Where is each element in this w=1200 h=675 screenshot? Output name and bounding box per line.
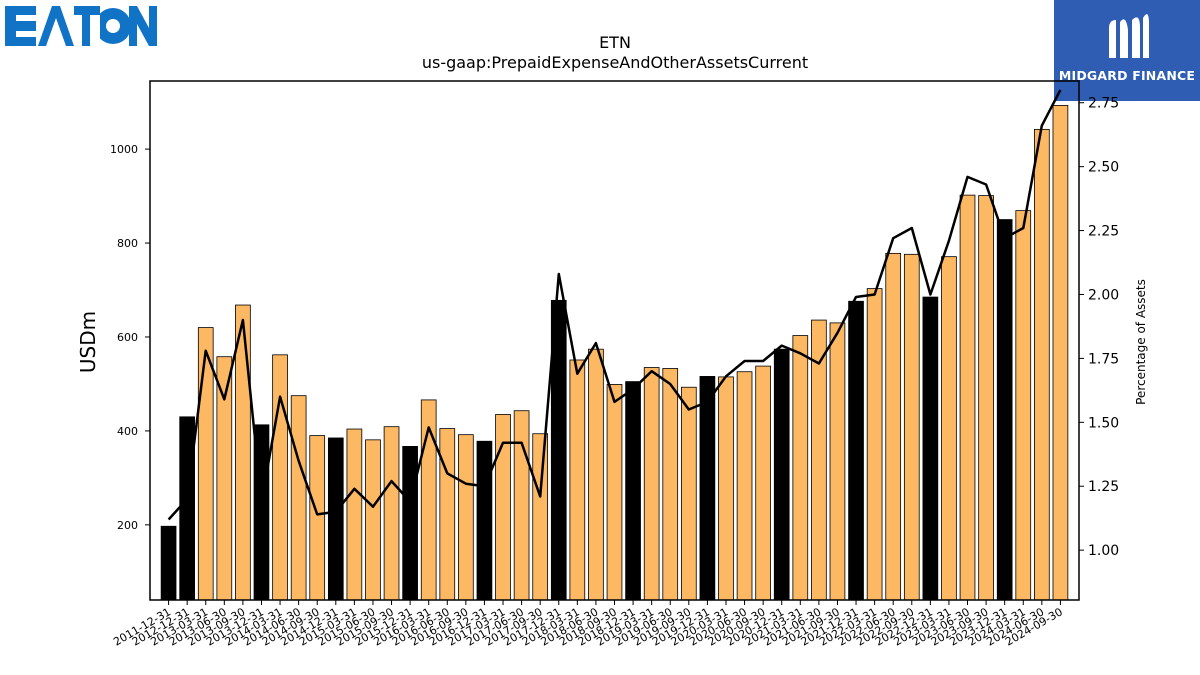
y-tick-label: 1000 bbox=[110, 143, 138, 156]
axes: 200 400 600 800 1000 1.00 1.25 1.50 1.75 2.00 2.25… bbox=[110, 80, 1119, 649]
bar-2023-06-30 bbox=[959, 194, 976, 601]
bar-2013-09-30 bbox=[235, 304, 251, 601]
bars bbox=[160, 105, 1069, 601]
y-tick-label: 600 bbox=[117, 331, 138, 344]
bar-2017-09-30 bbox=[532, 433, 549, 601]
bar-2021-03-31 bbox=[792, 335, 809, 601]
bar-2019-06-30 bbox=[662, 368, 679, 601]
bar-2020-03-31 bbox=[718, 376, 734, 601]
midgard-emblem-icon bbox=[1109, 14, 1149, 58]
bar-2012-12-31 bbox=[179, 416, 195, 601]
bar-2024-06-30 bbox=[1034, 128, 1050, 601]
bar-2023-12-31 bbox=[996, 219, 1013, 601]
bar-2024-09-30 bbox=[1052, 105, 1069, 601]
bar-2011-12-31 bbox=[160, 525, 177, 601]
bar-2017-06-30 bbox=[513, 410, 530, 601]
y2-tick-label: 1.25 bbox=[1088, 479, 1119, 495]
bar-2015-03-31 bbox=[346, 428, 363, 601]
publisher-name: MIDGARD FINANCE bbox=[1058, 68, 1196, 83]
bar-2013-03-31 bbox=[197, 327, 214, 601]
bar-2022-12-31 bbox=[922, 296, 939, 601]
bar-2024-03-31 bbox=[1015, 210, 1032, 601]
bar-2022-06-30 bbox=[885, 252, 902, 601]
bar-2022-03-31 bbox=[866, 288, 883, 601]
bar-2020-06-30 bbox=[736, 371, 753, 601]
bar-2015-12-31 bbox=[402, 446, 418, 601]
bar-2014-03-31 bbox=[272, 354, 288, 601]
chart-subtitle: us-gaap:PrepaidExpenseAndOtherAssetsCurr… bbox=[421, 53, 809, 72]
bar-2018-12-31 bbox=[625, 381, 641, 601]
bar-2022-09-30 bbox=[903, 253, 920, 601]
bar-2020-12-31 bbox=[773, 348, 790, 601]
y2-tick-label: 2.50 bbox=[1088, 160, 1119, 176]
bar-2021-12-31 bbox=[848, 300, 864, 601]
percentage-line bbox=[167, 89, 1062, 521]
y-tick-label: 400 bbox=[117, 425, 138, 438]
bar-2014-09-30 bbox=[309, 435, 326, 601]
bar-2023-09-30 bbox=[978, 195, 994, 601]
bar-2021-09-30 bbox=[829, 322, 846, 601]
bar-2016-09-30 bbox=[458, 434, 474, 601]
bar-2020-09-30 bbox=[755, 365, 771, 601]
chart-title: ETN bbox=[599, 33, 631, 52]
y2-tick-label: 2.75 bbox=[1088, 96, 1119, 112]
bar-2016-12-31 bbox=[476, 440, 493, 601]
bar-2018-06-30 bbox=[588, 348, 604, 601]
y2-tick-label: 2.00 bbox=[1088, 287, 1119, 303]
bar-2015-09-30 bbox=[383, 426, 400, 601]
bar-2019-12-31 bbox=[699, 376, 716, 601]
bar-2018-09-30 bbox=[606, 384, 623, 601]
bar-2014-12-31 bbox=[327, 437, 344, 601]
y2-tick-label: 1.75 bbox=[1088, 351, 1119, 367]
bar-2019-09-30 bbox=[680, 386, 697, 601]
y-axis-label: USDm bbox=[76, 311, 100, 373]
percentage-of-assets-line bbox=[167, 89, 1062, 521]
bar-2023-03-31 bbox=[941, 256, 957, 601]
y-tick-label: 200 bbox=[117, 519, 138, 532]
bar-2019-03-31 bbox=[643, 367, 660, 601]
y-tick-label: 800 bbox=[117, 237, 138, 250]
bar-2018-03-31 bbox=[569, 359, 586, 601]
bar-2015-06-30 bbox=[365, 439, 381, 601]
bar-2016-06-30 bbox=[439, 428, 456, 601]
y2-axis-label: Percentage of Assets bbox=[1134, 279, 1148, 405]
bar-2014-06-30 bbox=[290, 395, 307, 601]
y2-tick-label: 1.50 bbox=[1088, 415, 1119, 431]
bar-2013-06-30 bbox=[216, 356, 233, 601]
y2-tick-label: 1.00 bbox=[1088, 543, 1119, 559]
eaton-logo bbox=[5, 6, 157, 46]
y2-tick-label: 2.25 bbox=[1088, 224, 1119, 240]
